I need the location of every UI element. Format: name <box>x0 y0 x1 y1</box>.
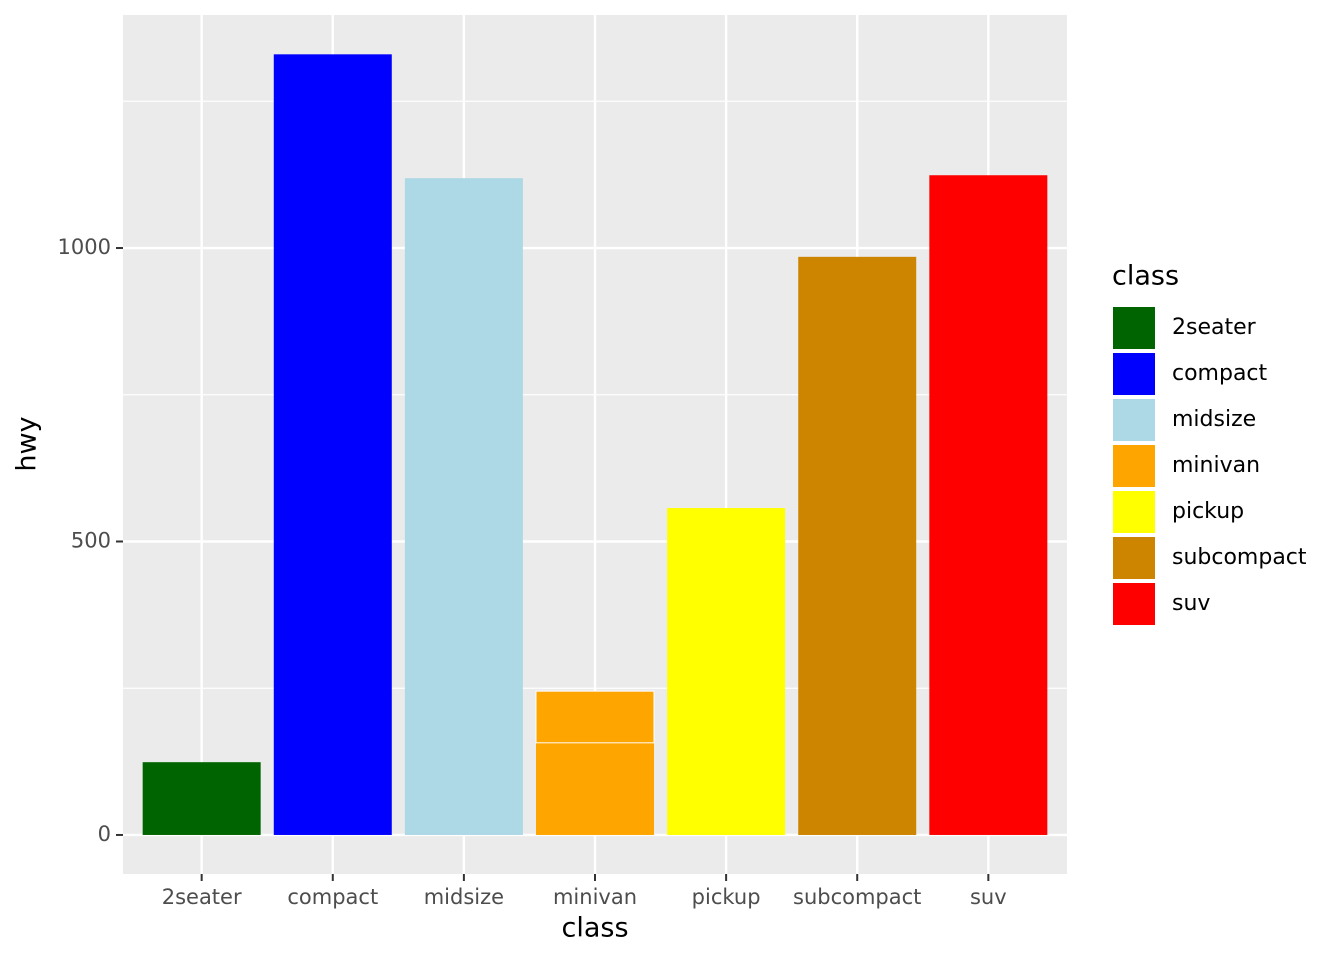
x-tick-label: 2seater <box>162 885 242 909</box>
legend-label: midsize <box>1172 407 1256 432</box>
bar <box>667 508 786 835</box>
legend-label: subcompact <box>1172 545 1307 570</box>
x-axis-title: class <box>561 913 628 944</box>
legend-key <box>1113 399 1155 441</box>
y-tick-label: 500 <box>71 528 111 552</box>
legend-key <box>1113 445 1155 487</box>
bar <box>929 175 1048 835</box>
legend-label: suv <box>1172 591 1210 616</box>
legend-key <box>1113 583 1155 625</box>
bar <box>535 690 655 744</box>
legend-label: 2seater <box>1172 315 1257 340</box>
bar <box>273 54 392 835</box>
legend-label: minivan <box>1172 453 1260 478</box>
x-tick-label: midsize <box>424 885 504 909</box>
legend-title: class <box>1112 261 1179 292</box>
legend-key <box>1113 491 1155 533</box>
x-tick-label: suv <box>970 885 1007 909</box>
bar <box>798 256 917 835</box>
bar <box>536 742 654 835</box>
x-tick-label: minivan <box>553 885 637 909</box>
legend-label: compact <box>1172 361 1268 386</box>
legend-key <box>1113 537 1155 579</box>
legend-key <box>1113 307 1155 349</box>
legend-label: pickup <box>1172 499 1244 524</box>
y-axis-title: hwy <box>12 416 43 471</box>
y-tick-label: 0 <box>98 822 111 846</box>
x-tick-label: pickup <box>692 885 761 909</box>
bar <box>404 178 523 835</box>
y-tick-label: 1000 <box>58 235 111 259</box>
x-tick-label: compact <box>287 885 378 909</box>
x-tick-label: subcompact <box>793 885 921 909</box>
bar <box>142 762 261 835</box>
legend-key <box>1113 353 1155 395</box>
